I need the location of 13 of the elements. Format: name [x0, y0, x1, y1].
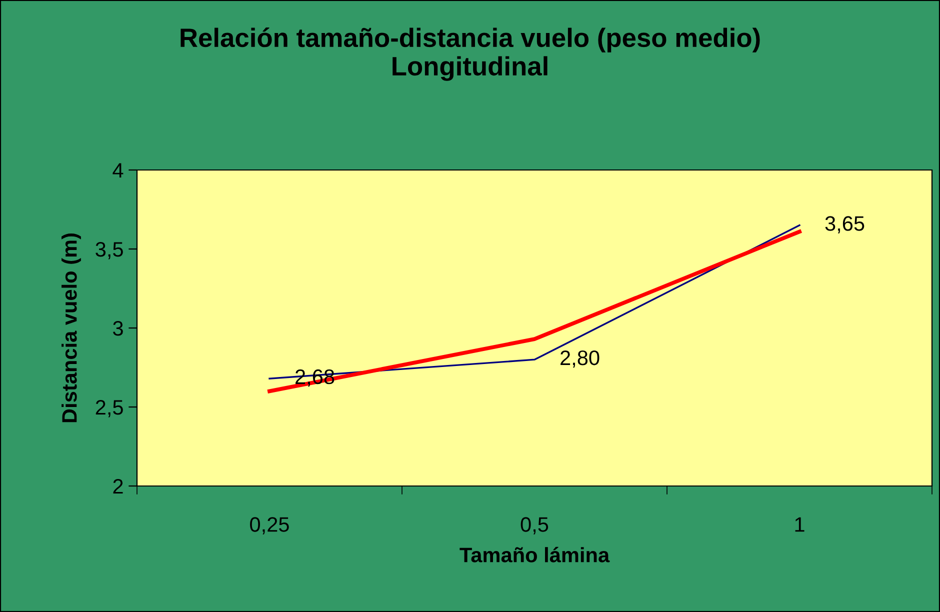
y-tick-label: 4 [112, 163, 124, 178]
y-tick-label: 2 [113, 479, 123, 494]
y-tick-label: 3 [113, 321, 123, 336]
data-label: 2,80 [560, 350, 600, 368]
x-tick-label: 1 [795, 517, 804, 532]
y-axis-title: Distancia vuelo (m) [62, 234, 81, 422]
x-axis-title: Tamaño lámina [460, 546, 610, 562]
y-tick-label: 2,5 [96, 400, 123, 418]
y-tick-label: 3,5 [96, 242, 123, 260]
data-label: 3,65 [825, 216, 864, 234]
chart-title: Relación tamaño-distancia vuelo (peso medio) Longitudinal [180, 28, 760, 81]
x-tick-label: 0,5 [520, 517, 548, 534]
x-tick-label: 0,25 [250, 517, 289, 534]
